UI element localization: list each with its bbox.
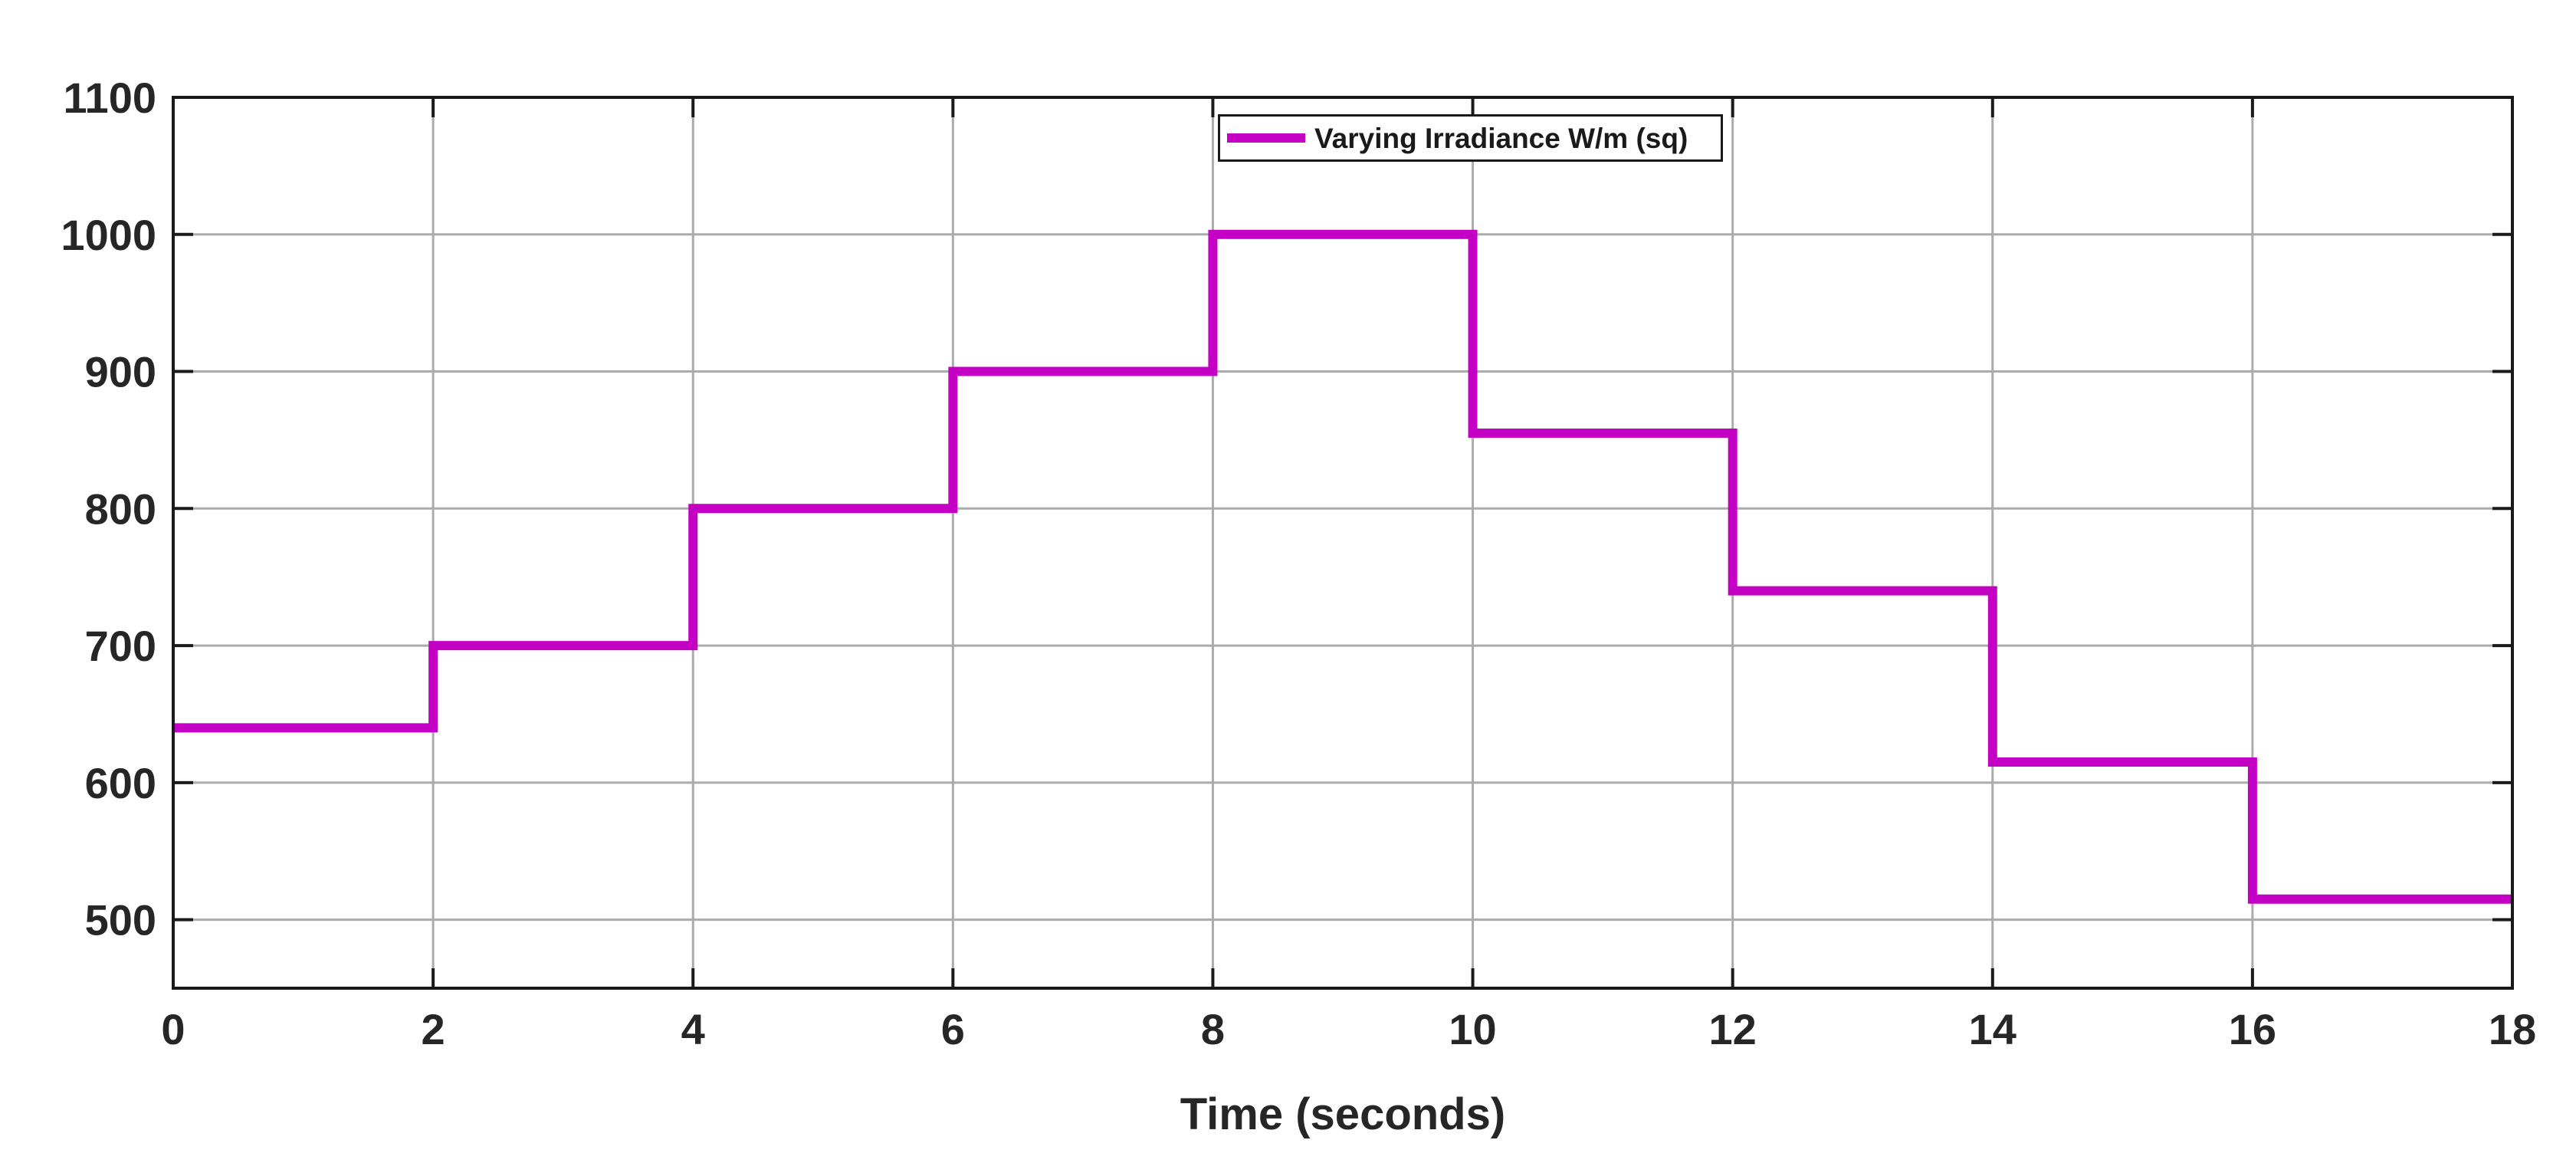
y-tick-label: 1000: [61, 211, 156, 259]
y-tick-label: 500: [85, 896, 156, 945]
x-tick-label: 0: [161, 1005, 185, 1053]
x-tick-label: 2: [422, 1005, 445, 1053]
y-tick-label: 700: [85, 622, 156, 670]
x-tick-label: 12: [1709, 1005, 1757, 1053]
x-tick-label: 8: [1201, 1005, 1225, 1053]
legend: Varying Irradiance W/m (sq): [1218, 114, 1723, 162]
x-tick-label: 18: [2489, 1005, 2536, 1053]
x-axis-label: Time (seconds): [1180, 1089, 1506, 1139]
legend-line-sample: [1227, 133, 1305, 143]
legend-label: Varying Irradiance W/m (sq): [1314, 122, 1688, 154]
y-tick-label: 800: [85, 485, 156, 533]
x-tick-label: 10: [1449, 1005, 1496, 1053]
irradiance-step-line: [173, 229, 2512, 904]
x-tick-label: 16: [2229, 1005, 2276, 1053]
x-tick-label: 14: [1969, 1005, 2016, 1053]
plot-border: [172, 96, 2514, 990]
x-tick-label: 4: [681, 1005, 705, 1053]
x-tick-label: 6: [941, 1005, 965, 1053]
y-tick-label: 600: [85, 759, 156, 807]
y-tick-label: 1100: [64, 74, 157, 122]
y-tick-label: 900: [85, 348, 156, 396]
